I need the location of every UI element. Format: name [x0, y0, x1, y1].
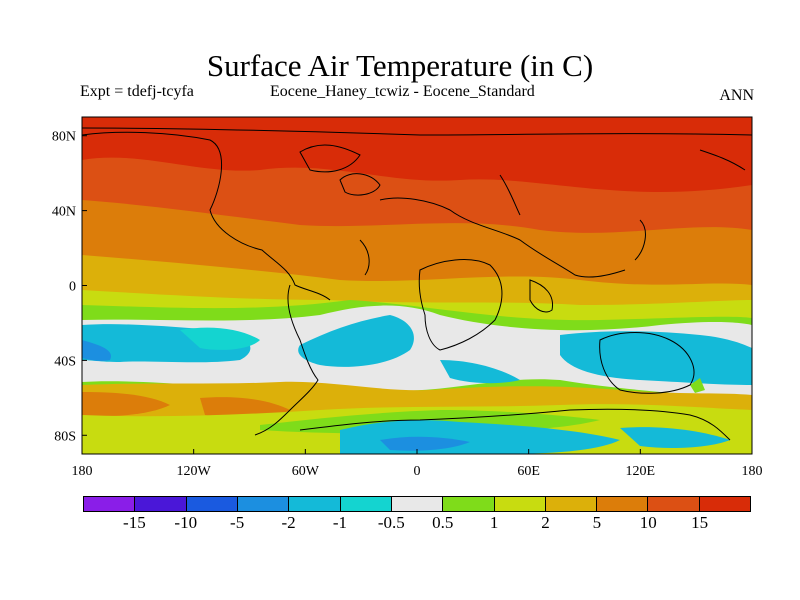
- color-legend-swatch: [391, 497, 444, 511]
- color-legend-swatch: [84, 497, 136, 511]
- lat-tick-label: 40S: [54, 354, 76, 369]
- color-legend-labels: -15 -10 -5 -2 -1 -0.5 0.5 1 2 5 10 15: [0, 512, 800, 536]
- color-legend-label: -0.5: [377, 513, 405, 532]
- color-legend-swatch: [237, 497, 290, 511]
- lon-tick-label: 120W: [177, 464, 212, 479]
- lon-tick-label: 120E: [626, 464, 656, 479]
- color-legend-swatch: [699, 497, 751, 511]
- color-legend-label: -5: [230, 513, 245, 532]
- lon-tick-label: 60W: [292, 464, 320, 479]
- lon-tick-label: 60E: [517, 464, 540, 479]
- color-legend-swatch: [443, 497, 495, 511]
- color-legend-swatch: [186, 497, 238, 511]
- coastlines: [82, 127, 752, 441]
- color-legend-label: 5: [592, 513, 602, 532]
- color-legend-label: 10: [639, 513, 657, 532]
- color-legend-label: 15: [691, 513, 709, 532]
- color-legend-swatch: [340, 497, 392, 511]
- contour-fill: [82, 117, 752, 454]
- longitude-axis: 180 120W 60W 0 60E 120E 180: [72, 449, 763, 479]
- lat-tick-label: 80S: [54, 429, 76, 444]
- lon-tick-label: 180: [742, 464, 763, 479]
- color-legend-swatch: [135, 497, 187, 511]
- season-label: ANN: [719, 87, 754, 104]
- color-legend-swatch: [289, 497, 341, 511]
- color-legend-label: 1: [489, 513, 499, 532]
- color-legend-label: -10: [174, 513, 198, 532]
- color-legend-label: 0.5: [432, 513, 454, 532]
- lon-tick-label: 180: [72, 464, 93, 479]
- color-legend-label: -1: [332, 513, 348, 532]
- color-legend-label: -2: [281, 513, 296, 532]
- comparison-label: Eocene_Haney_tcwiz - Eocene_Standard: [270, 83, 535, 100]
- color-legend-label: -15: [123, 513, 146, 532]
- lat-tick-label: 0: [69, 280, 76, 295]
- lat-tick-label: 80N: [52, 130, 76, 145]
- lat-tick-label: 40N: [52, 205, 76, 220]
- color-legend-label: 2: [541, 513, 550, 532]
- plot-title: Surface Air Temperature (in C): [206, 48, 594, 83]
- lon-tick-label: 0: [414, 464, 421, 479]
- color-legend-swatch: [545, 497, 598, 511]
- color-legend-bar: [83, 496, 751, 512]
- color-legend-swatch: [648, 497, 700, 511]
- color-legend-swatch: [494, 497, 546, 511]
- color-legend-swatch: [597, 497, 649, 511]
- latitude-axis: 80N 40N 0 40S 80S: [52, 130, 87, 444]
- experiment-label: Expt = tdefj-tcyfa: [80, 83, 194, 100]
